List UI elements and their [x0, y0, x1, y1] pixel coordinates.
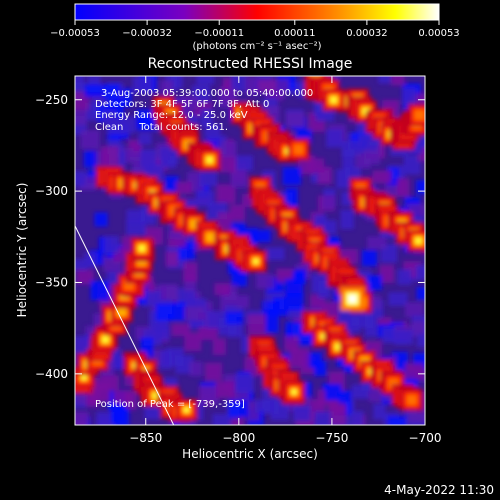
y-axis-label: Heliocentric Y (arcsec) — [15, 183, 29, 318]
colorbar-ticks: −0.00053 −0.00032 −0.00011 0.00011 0.00032 0.… — [50, 20, 460, 39]
solar-limb-line — [75, 225, 175, 425]
colorbar-tick-label: −0.00053 — [50, 28, 100, 39]
colorbar-tick-label: −0.00032 — [122, 28, 172, 39]
footer-date: 4-May-2022 11:30 — [384, 483, 494, 497]
x-tick-label: −750 — [315, 431, 348, 445]
y-tick-label: −250 — [35, 93, 68, 107]
annotation-block: 3-Aug-2003 05:39:00.000 to 05:40:00.000 … — [95, 88, 313, 133]
colorbar-tick-label: 0.00032 — [346, 28, 387, 39]
annotation-detectors: Detectors: 3F 4F 5F 6F 7F 8F, Att 0 — [95, 99, 269, 110]
y-tick-label: −400 — [35, 367, 68, 381]
y-tick-label: −300 — [35, 184, 68, 198]
heatmap-image — [75, 76, 425, 425]
annotation-total-counts: Clean Total counts: 561. — [95, 122, 228, 133]
annotation-energy-range: Energy Range: 12.0 - 25.0 keV — [95, 110, 248, 121]
x-tick-label: −700 — [409, 431, 442, 445]
colorbar-unit-label: (photons cm⁻² s⁻¹ asec⁻²) — [192, 41, 321, 52]
x-tick-label: −800 — [222, 431, 255, 445]
axis-ticks: −850 −800 −750 −700 −250 −300 −350 −400 — [35, 76, 441, 445]
colorbar — [74, 3, 440, 21]
annotation-time-range: 3-Aug-2003 05:39:00.000 to 05:40:00.000 — [101, 88, 313, 99]
colorbar-tick-label: 0.00053 — [418, 28, 459, 39]
peak-position-label: Position of Peak = [-739,-359] — [95, 399, 245, 410]
x-tick-label: −850 — [129, 431, 162, 445]
y-tick-label: −350 — [35, 275, 68, 289]
x-axis-label: Heliocentric X (arcsec) — [182, 447, 318, 461]
plot-frame — [74, 75, 426, 426]
colorbar-tick-label: −0.00011 — [194, 28, 244, 39]
chart-title: Reconstructed RHESSI Image — [148, 56, 353, 72]
colorbar-tick-label: 0.00011 — [274, 28, 315, 39]
